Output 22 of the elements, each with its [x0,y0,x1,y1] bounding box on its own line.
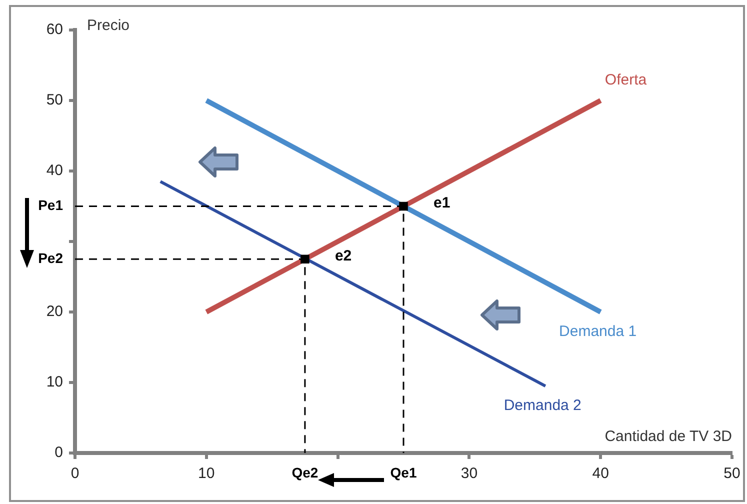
y-tick-label: 0 [54,444,63,462]
y-tick-label: Pe2 [38,250,64,266]
y-tick-label: 20 [46,303,63,320]
y-tick-label: 10 [46,374,63,391]
series-label: Demanda 1 [559,323,637,340]
x-axis-title: Cantidad de TV 3D [604,428,732,446]
x-tick-label: 40 [592,465,609,482]
series-label: Demanda 2 [504,397,582,414]
y-tick-label: Pe1 [38,197,64,214]
y-tick-label: 60 [46,21,63,38]
x-tick-label: 30 [460,465,478,482]
x-tick-label: Qe1 [390,464,417,480]
y-tick-label: 40 [46,162,63,180]
x-tick-label: 50 [724,465,740,482]
x-tick-label: 10 [198,465,215,482]
series-label: Oferta [604,72,648,89]
annotation: e2 [334,247,352,264]
x-tick-label: Qe2 [292,464,318,480]
y-tick-label: 50 [46,92,63,109]
annotation: e1 [434,194,450,212]
x-tick-label: 0 [70,465,80,482]
y-axis-title: Precio [87,17,130,34]
